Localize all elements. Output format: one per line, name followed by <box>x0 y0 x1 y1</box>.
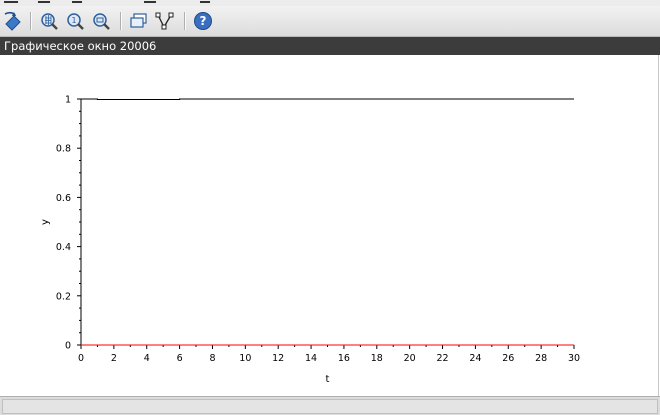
y-tick-label: 0.6 <box>56 193 71 204</box>
y-axis-label: y <box>40 219 51 225</box>
x-tick-label: 14 <box>305 353 317 364</box>
x-tick-label: 28 <box>535 353 547 364</box>
zoom-grid-icon[interactable] <box>38 10 60 32</box>
help-icon[interactable]: ? <box>192 10 214 32</box>
x-tick-label: 12 <box>272 353 284 364</box>
x-tick-label: 30 <box>568 353 580 364</box>
svg-text:?: ? <box>200 14 207 28</box>
window-title: Графическое окно 20006 <box>0 37 660 55</box>
x-tick-label: 8 <box>209 353 215 364</box>
x-tick-label: 16 <box>338 353 350 364</box>
series-line-1 <box>81 98 574 101</box>
x-tick-label: 6 <box>177 353 183 364</box>
plot-area: 0 2 4 6 8 10 12 14 16 18 20 22 24 26 28 30 0 0.2 0.4 0.6 0.8… <box>0 55 659 396</box>
chart: 0 2 4 6 8 10 12 14 16 18 20 22 24 26 28 3000.20.40.60.8… <box>40 95 580 386</box>
x-tick-label: 24 <box>469 353 481 364</box>
x-tick-label: 18 <box>371 353 383 364</box>
zoom-out-icon[interactable] <box>90 10 112 32</box>
x-tick-label: 4 <box>144 353 150 364</box>
x-tick-label: 26 <box>502 353 514 364</box>
y-tick-label: 0.8 <box>56 144 71 155</box>
datatip-icon[interactable] <box>128 10 150 32</box>
x-axis-label: t <box>326 374 330 385</box>
x-tick-label: 0 <box>78 353 84 364</box>
y-tick-label: 1 <box>65 95 71 106</box>
x-tick-label: 22 <box>436 353 448 364</box>
x-tick-label: 20 <box>404 353 416 364</box>
y-tick-label: 0.2 <box>56 291 71 302</box>
toolbar: 1 ? <box>0 6 660 37</box>
x-tick-label: 10 <box>239 353 251 364</box>
edit-curve-icon[interactable] <box>154 10 176 32</box>
y-tick-label: 0 <box>65 341 71 352</box>
y-tick-label: 0.4 <box>56 242 71 253</box>
rotate-icon[interactable] <box>2 10 24 32</box>
x-tick-label: 2 <box>111 353 117 364</box>
svg-text:1: 1 <box>71 16 76 25</box>
status-bar <box>0 396 660 415</box>
zoom-in-icon[interactable]: 1 <box>64 10 86 32</box>
menu-bar <box>0 0 660 6</box>
